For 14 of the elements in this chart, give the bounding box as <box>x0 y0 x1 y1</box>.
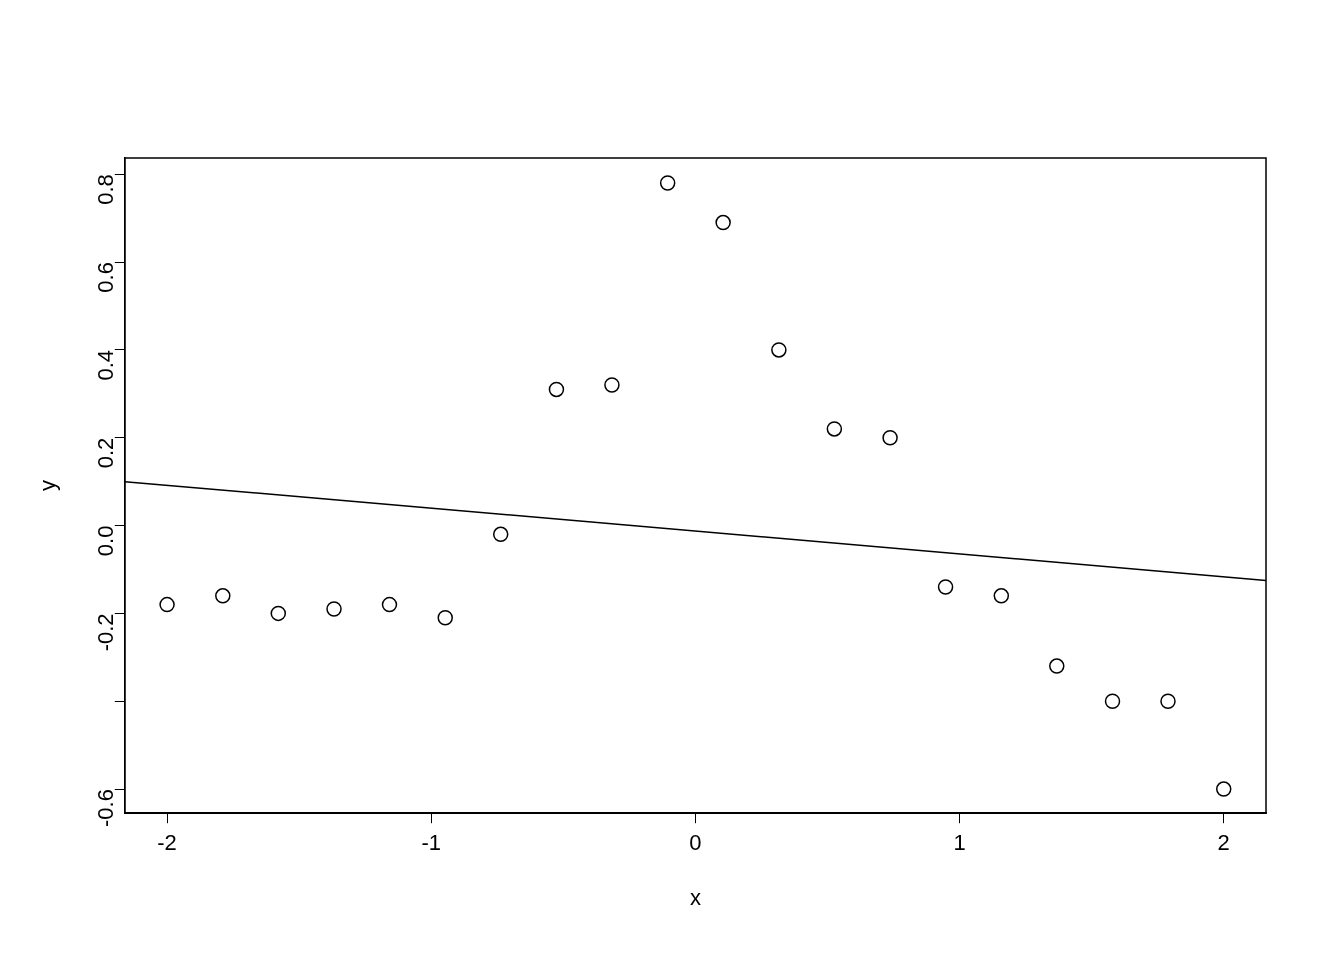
x-tick-label: 1 <box>953 830 966 856</box>
y-tick-label: 0.2 <box>92 437 118 469</box>
x-tick-label: -2 <box>157 830 177 856</box>
x-tick-label: -1 <box>421 830 442 856</box>
x-axis-title: x <box>689 884 701 910</box>
y-tick-label: 0.6 <box>92 262 118 293</box>
x-tick-label: 0 <box>689 830 702 856</box>
y-tick-label: -0.6 <box>92 789 118 827</box>
y-tick-label: 0.4 <box>92 349 118 381</box>
y-tick-label: 0.8 <box>92 174 118 205</box>
y-tick-label: -0.2 <box>92 613 118 652</box>
y-tick-label: 0.0 <box>92 525 118 557</box>
y-axis-title: y <box>35 480 61 492</box>
x-tick-label: 2 <box>1217 830 1230 856</box>
